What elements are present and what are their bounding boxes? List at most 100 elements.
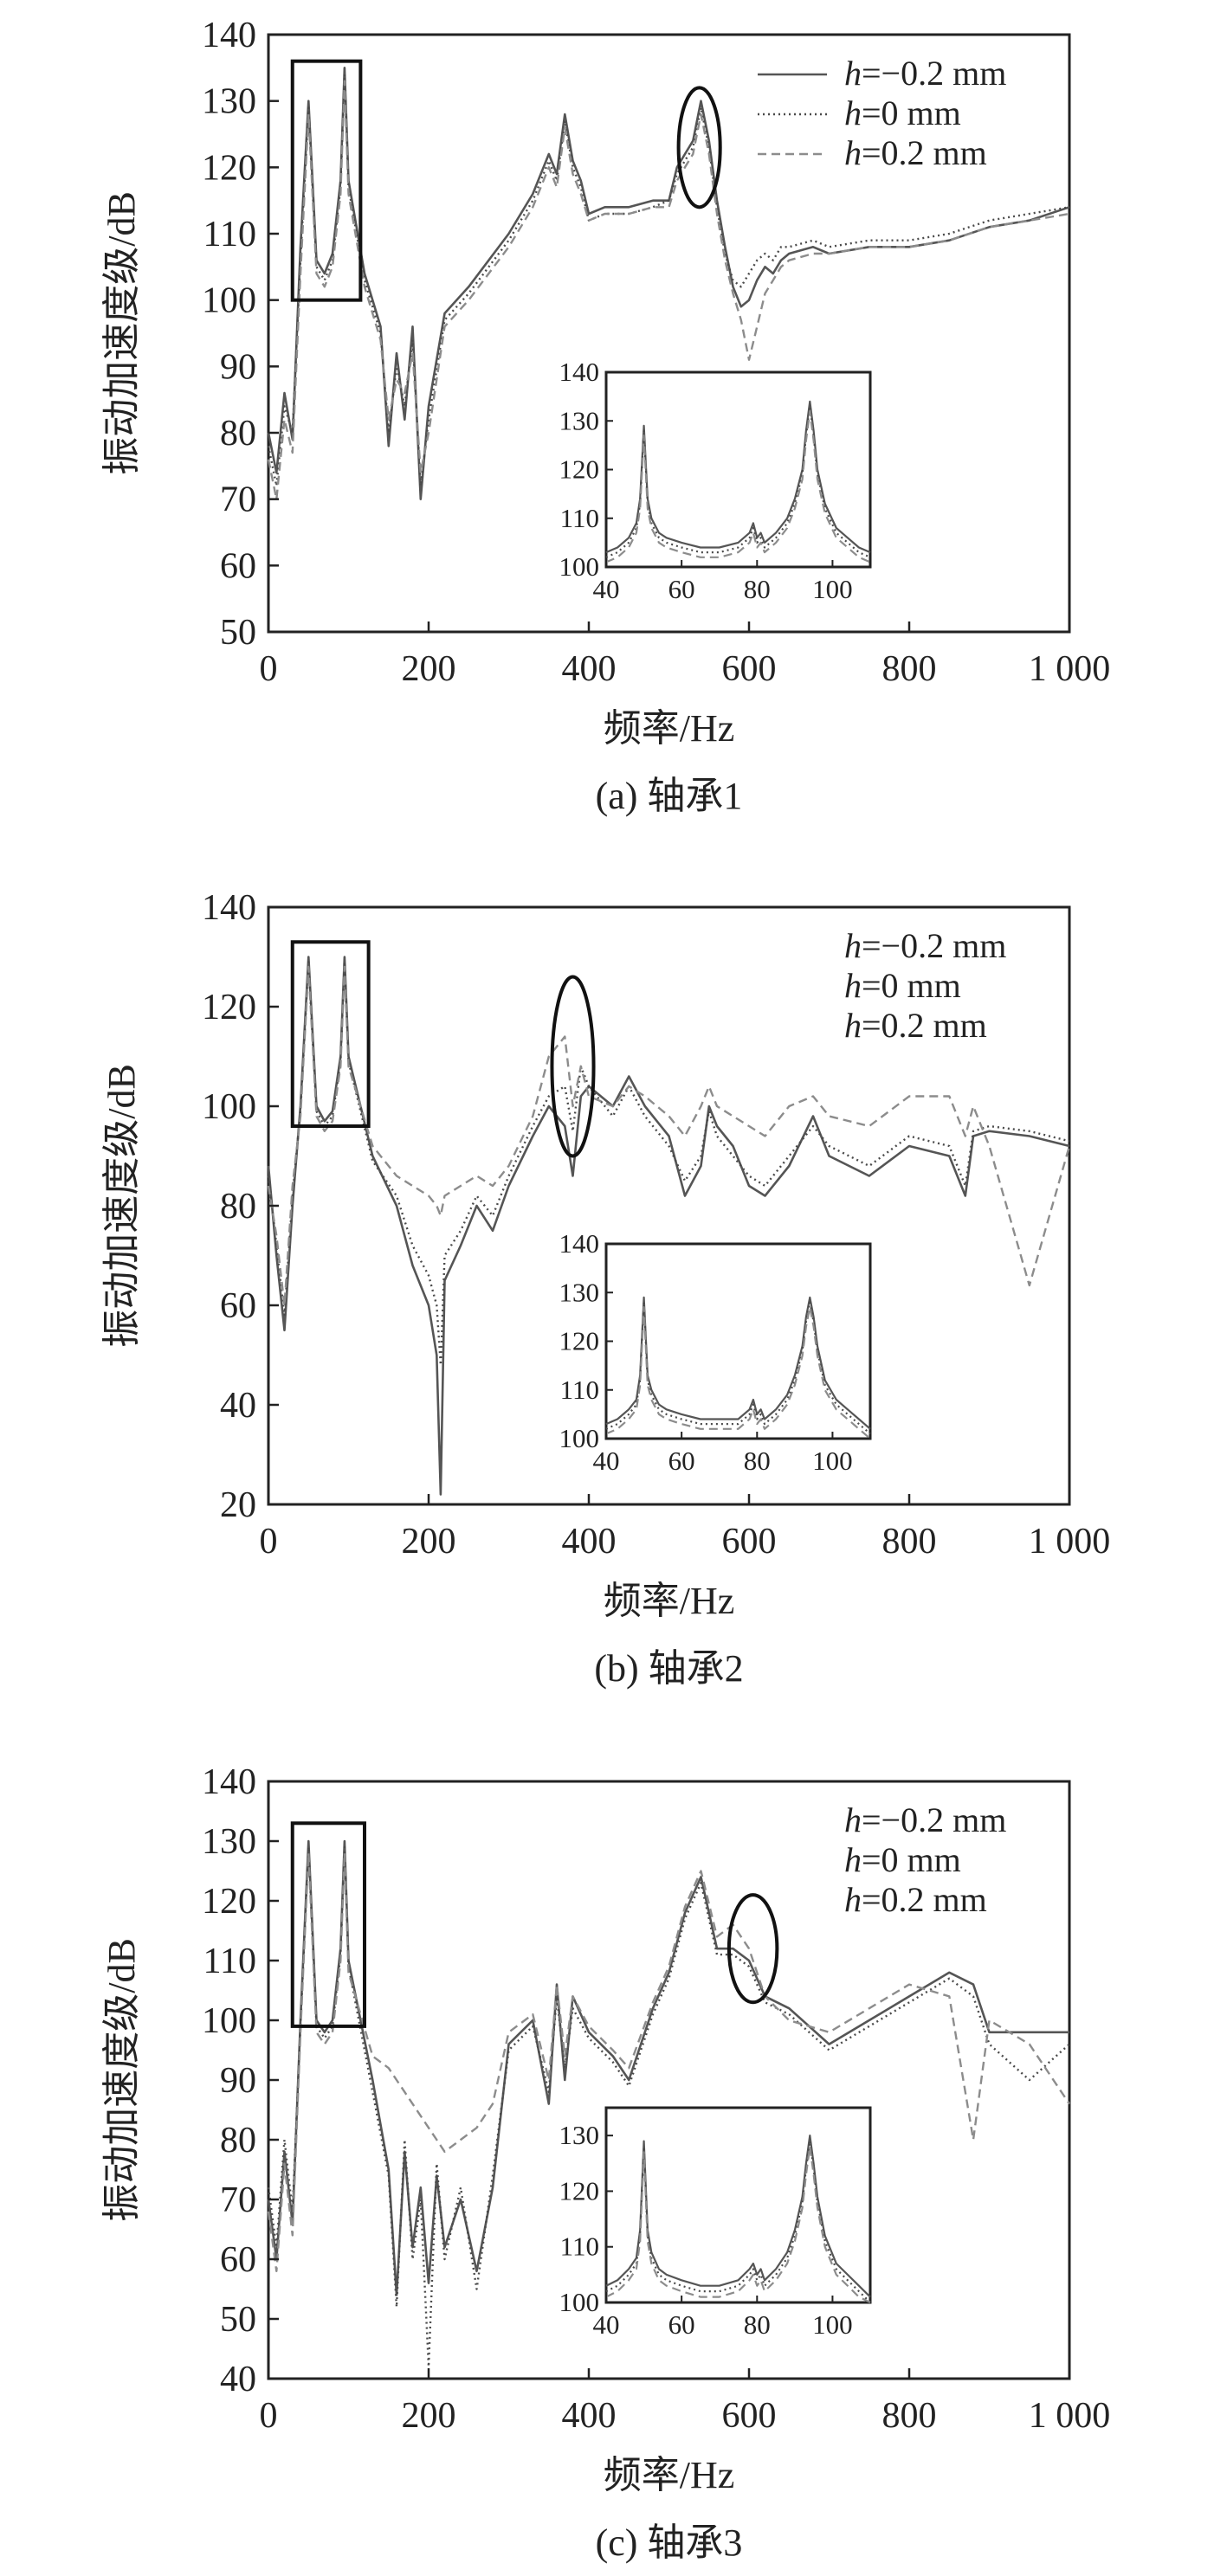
figure-caption: (b) 轴承2 <box>594 1647 743 1690</box>
legend-rest: =0.2 mm <box>862 1880 987 1919</box>
highlight-box <box>290 1821 366 2028</box>
plot-frame <box>267 33 1071 634</box>
y-tick-label: 60 <box>220 546 256 586</box>
y-tick-label: 60 <box>220 1286 256 1326</box>
y-tick-label: 20 <box>220 1485 256 1525</box>
x-tick-label: 1 000 <box>1029 1522 1111 1562</box>
x-tick-label: 600 <box>722 649 777 689</box>
y-tick-label: 120 <box>202 1882 256 1922</box>
inset-y-tick-label: 130 <box>559 2120 600 2150</box>
x-tick-label: 800 <box>882 649 937 689</box>
legend-rest: =−0.2 mm <box>862 54 1006 93</box>
inset-x-tick-label: 80 <box>744 2309 771 2340</box>
inset-frame <box>604 1242 872 1440</box>
y-tick-label: 110 <box>203 1942 256 1981</box>
x-tick-label: 200 <box>402 649 456 689</box>
inset-x-tick-label: 100 <box>812 574 853 604</box>
legend-rest: =0 mm <box>862 1840 961 1879</box>
y-tick-label: 80 <box>220 414 256 454</box>
inset-y-tick-label: 130 <box>559 405 600 435</box>
legend-entry: h=−0.2 mm <box>844 54 1006 93</box>
legend-entry: h=0.2 mm <box>844 133 987 172</box>
y-axis-label: 振动加速度级/dB <box>100 1938 143 2222</box>
inset-y-tick-label: 140 <box>559 357 600 387</box>
inset-line-dashed <box>605 2145 871 2303</box>
y-tick-label: 120 <box>202 988 256 1027</box>
legend-entry: h=0 mm <box>844 966 961 1005</box>
x-tick-label: 600 <box>722 2396 777 2436</box>
inset-y-tick-label: 100 <box>559 551 600 582</box>
series-line-dotted <box>267 961 1070 1367</box>
inset-y-tick-label: 110 <box>560 1375 599 1405</box>
x-tick-label: 600 <box>722 1522 777 1562</box>
inset-frame <box>604 2106 872 2304</box>
inset-x-tick-label: 40 <box>593 1446 620 1476</box>
x-tick-label: 400 <box>562 2396 617 2436</box>
legend-var: h <box>844 93 862 132</box>
series-line-dashed <box>267 965 1071 1307</box>
legend-var: h <box>844 133 862 172</box>
legend-rest: =−0.2 mm <box>862 926 1006 965</box>
y-tick-label: 120 <box>202 148 256 188</box>
y-tick-label: 50 <box>220 613 256 653</box>
legend-entry: h=0 mm <box>844 1840 961 1879</box>
y-tick-label: 40 <box>220 2360 256 2399</box>
series-line-dashed <box>267 80 1070 500</box>
y-tick-label: 90 <box>220 347 256 387</box>
y-tick-label: 140 <box>202 888 256 928</box>
x-tick-label: 0 <box>260 2396 278 2436</box>
highlight-box <box>290 59 363 302</box>
x-tick-label: 400 <box>562 649 617 689</box>
legend-var: h <box>844 1800 862 1839</box>
y-tick-label: 50 <box>220 2300 256 2340</box>
figure-caption: (c) 轴承3 <box>596 2521 743 2564</box>
series-line-dashed <box>267 1852 1070 2273</box>
inset-x-tick-label: 60 <box>668 1446 695 1476</box>
inset-x-tick-label: 60 <box>668 574 695 604</box>
y-tick-label: 100 <box>202 1087 256 1127</box>
highlight-box <box>290 940 371 1128</box>
inset-y-tick-label: 140 <box>559 1228 600 1259</box>
figure-caption: (a) 轴承1 <box>596 775 743 817</box>
legend-rest: =−0.2 mm <box>862 1800 1006 1839</box>
inset-y-tick-label: 100 <box>559 1423 600 1453</box>
y-tick-label: 100 <box>202 281 256 321</box>
x-tick-label: 400 <box>562 1522 617 1562</box>
y-tick-label: 80 <box>220 1187 256 1227</box>
legend-rest: =0.2 mm <box>862 1006 987 1045</box>
x-tick-label: 200 <box>402 2396 456 2436</box>
series-line-solid <box>267 67 1070 501</box>
y-axis-label: 振动加速度级/dB <box>100 1064 143 1348</box>
legend-var: h <box>844 1006 862 1045</box>
series-line-dotted <box>267 73 1070 487</box>
y-tick-label: 140 <box>202 16 256 55</box>
x-tick-label: 0 <box>260 649 278 689</box>
inset-x-tick-label: 60 <box>668 2309 695 2340</box>
y-tick-label: 60 <box>220 2240 256 2280</box>
legend-entry: h=−0.2 mm <box>844 926 1006 965</box>
inset-x-tick-label: 40 <box>593 574 620 604</box>
inset-line-dotted <box>605 2140 871 2303</box>
x-tick-label: 1 000 <box>1029 2396 1111 2436</box>
y-axis-label: 振动加速度级/dB <box>100 191 143 475</box>
legend-rest: =0 mm <box>862 966 961 1005</box>
highlight-ellipse <box>550 975 596 1158</box>
inset-y-tick-label: 130 <box>559 1277 600 1307</box>
x-tick-label: 200 <box>402 1522 456 1562</box>
inset-y-tick-label: 110 <box>560 2231 599 2262</box>
inset-line-dashed <box>605 409 871 564</box>
legend-var: h <box>844 966 862 1005</box>
inset-x-tick-label: 80 <box>744 1446 771 1476</box>
highlight-ellipse <box>676 86 722 209</box>
legend-entry: h=−0.2 mm <box>844 1800 1006 1839</box>
y-tick-label: 130 <box>202 82 256 122</box>
y-tick-label: 70 <box>220 480 256 520</box>
legend-rest: =0 mm <box>862 93 961 132</box>
y-tick-label: 130 <box>202 1822 256 1862</box>
x-tick-label: 1 000 <box>1029 649 1111 689</box>
inset-x-tick-label: 100 <box>812 1446 853 1476</box>
legend-var: h <box>844 1840 862 1879</box>
inset-x-tick-label: 40 <box>593 2309 620 2340</box>
x-axis-label: 频率/Hz <box>604 1580 735 1622</box>
